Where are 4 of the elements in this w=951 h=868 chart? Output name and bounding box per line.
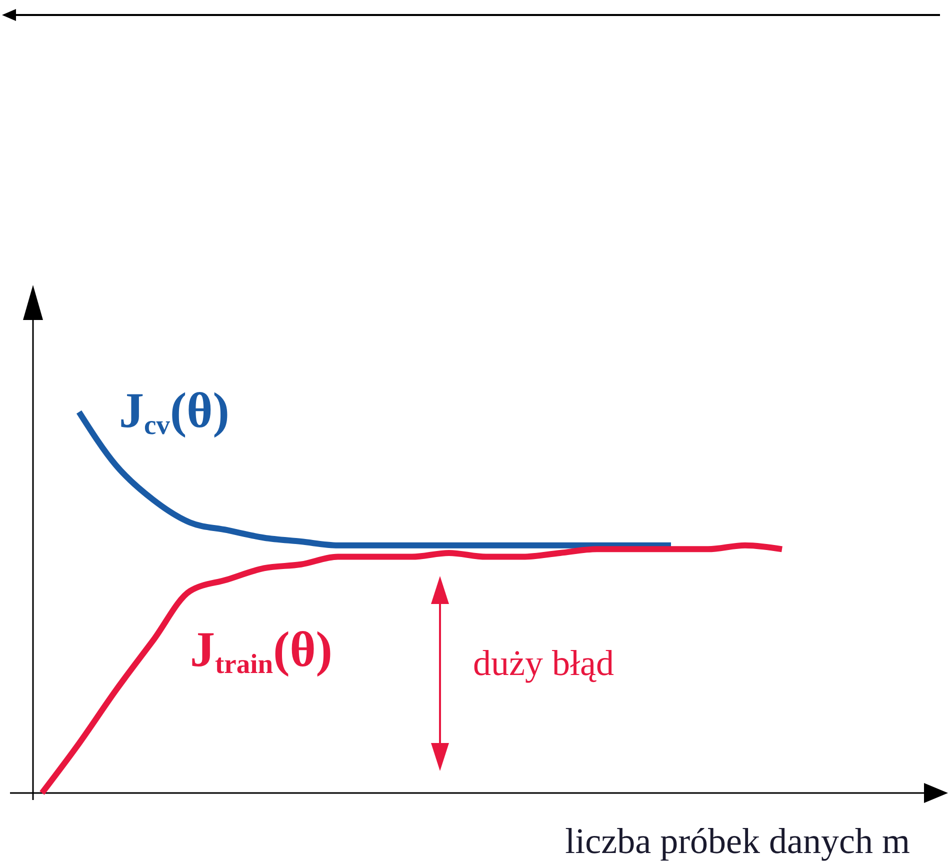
series-label: J$_{cv}$(θ)	[119, 382, 230, 440]
x-axis-title: liczba próbek danych m	[565, 821, 910, 861]
annotation: duży błąd	[473, 643, 614, 683]
series-label: J$_{train}$(θ)	[190, 621, 332, 680]
